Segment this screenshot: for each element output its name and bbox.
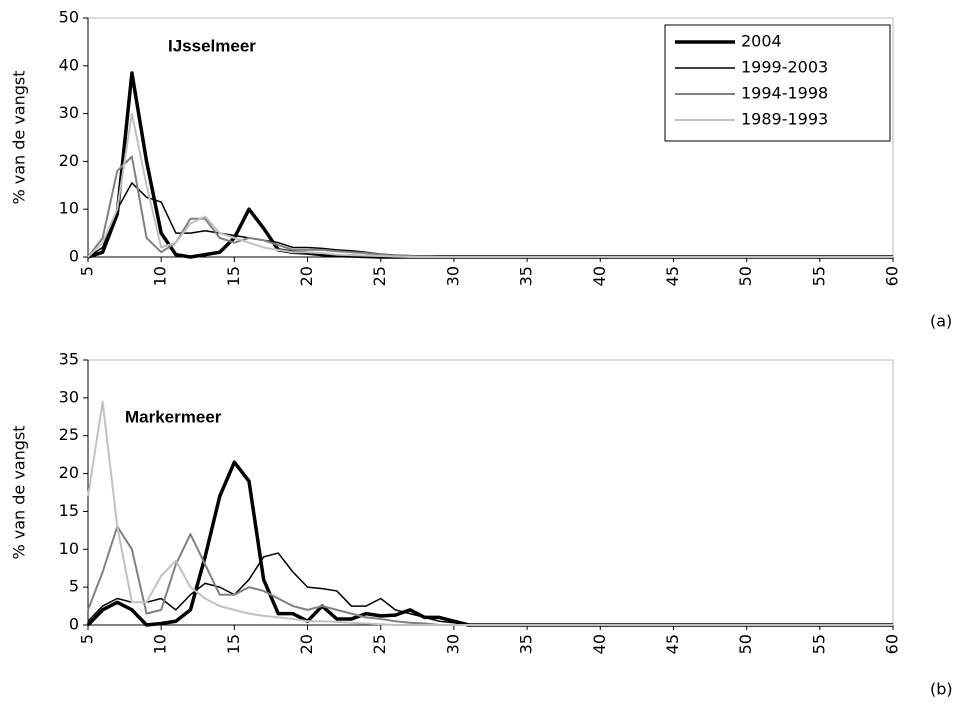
y-tick-label: 10 [59, 539, 79, 558]
x-tick-label: 40 [590, 634, 609, 654]
x-tick-label: 50 [736, 634, 755, 654]
panel-annotation: (b) [930, 680, 953, 699]
x-tick-label: 40 [590, 266, 609, 286]
y-tick-label: 0 [69, 615, 79, 634]
x-tick-label: 10 [151, 266, 170, 286]
chart-title: Markermeer [125, 407, 222, 426]
series-line [87, 400, 893, 626]
x-tick-label: 5 [78, 634, 97, 644]
x-tick-label: 55 [809, 266, 828, 286]
y-tick-label: 35 [59, 350, 79, 369]
x-tick-label: 25 [370, 266, 389, 286]
legend-label: 2004 [741, 32, 782, 51]
legend-label: 1989-1993 [741, 110, 828, 129]
y-tick-label: 25 [59, 425, 79, 444]
x-tick-label: 25 [370, 634, 389, 654]
y-tick-label: 30 [59, 103, 79, 122]
x-tick-label: 50 [736, 266, 755, 286]
y-tick-label: 0 [69, 247, 79, 266]
y-axis-label: % van de vangst [10, 425, 29, 559]
y-tick-label: 10 [59, 199, 79, 218]
y-tick-label: 20 [59, 151, 79, 170]
x-tick-label: 45 [663, 266, 682, 286]
x-tick-label: 60 [883, 266, 902, 286]
x-tick-label: 15 [224, 266, 243, 286]
x-tick-label: 15 [224, 634, 243, 654]
x-tick-label: 35 [517, 634, 536, 654]
x-tick-label: 35 [517, 266, 536, 286]
legend-label: 1994-1998 [741, 84, 828, 103]
x-tick-label: 20 [297, 634, 316, 654]
series-line [87, 155, 893, 258]
y-axis-label: % van de vangst [10, 70, 29, 204]
x-tick-label: 30 [443, 634, 462, 654]
series-line [87, 112, 893, 258]
x-tick-label: 10 [151, 634, 170, 654]
y-tick-label: 50 [59, 8, 79, 27]
chart-title: IJsselmeer [168, 36, 256, 55]
x-tick-label: 55 [809, 634, 828, 654]
y-tick-label: 5 [69, 577, 79, 596]
panel-annotation: (a) [930, 312, 952, 331]
y-tick-label: 20 [59, 463, 79, 482]
legend-label: 1999-2003 [741, 58, 828, 77]
y-tick-label: 30 [59, 387, 79, 406]
legend-box [664, 24, 891, 142]
x-tick-label: 5 [78, 266, 97, 276]
series-line [87, 552, 893, 626]
y-tick-label: 40 [59, 55, 79, 74]
x-tick-label: 20 [297, 266, 316, 286]
x-tick-label: 30 [443, 266, 462, 286]
x-tick-label: 45 [663, 634, 682, 654]
x-tick-label: 60 [883, 634, 902, 654]
y-tick-label: 15 [59, 501, 79, 520]
plot-frame [87, 359, 894, 626]
